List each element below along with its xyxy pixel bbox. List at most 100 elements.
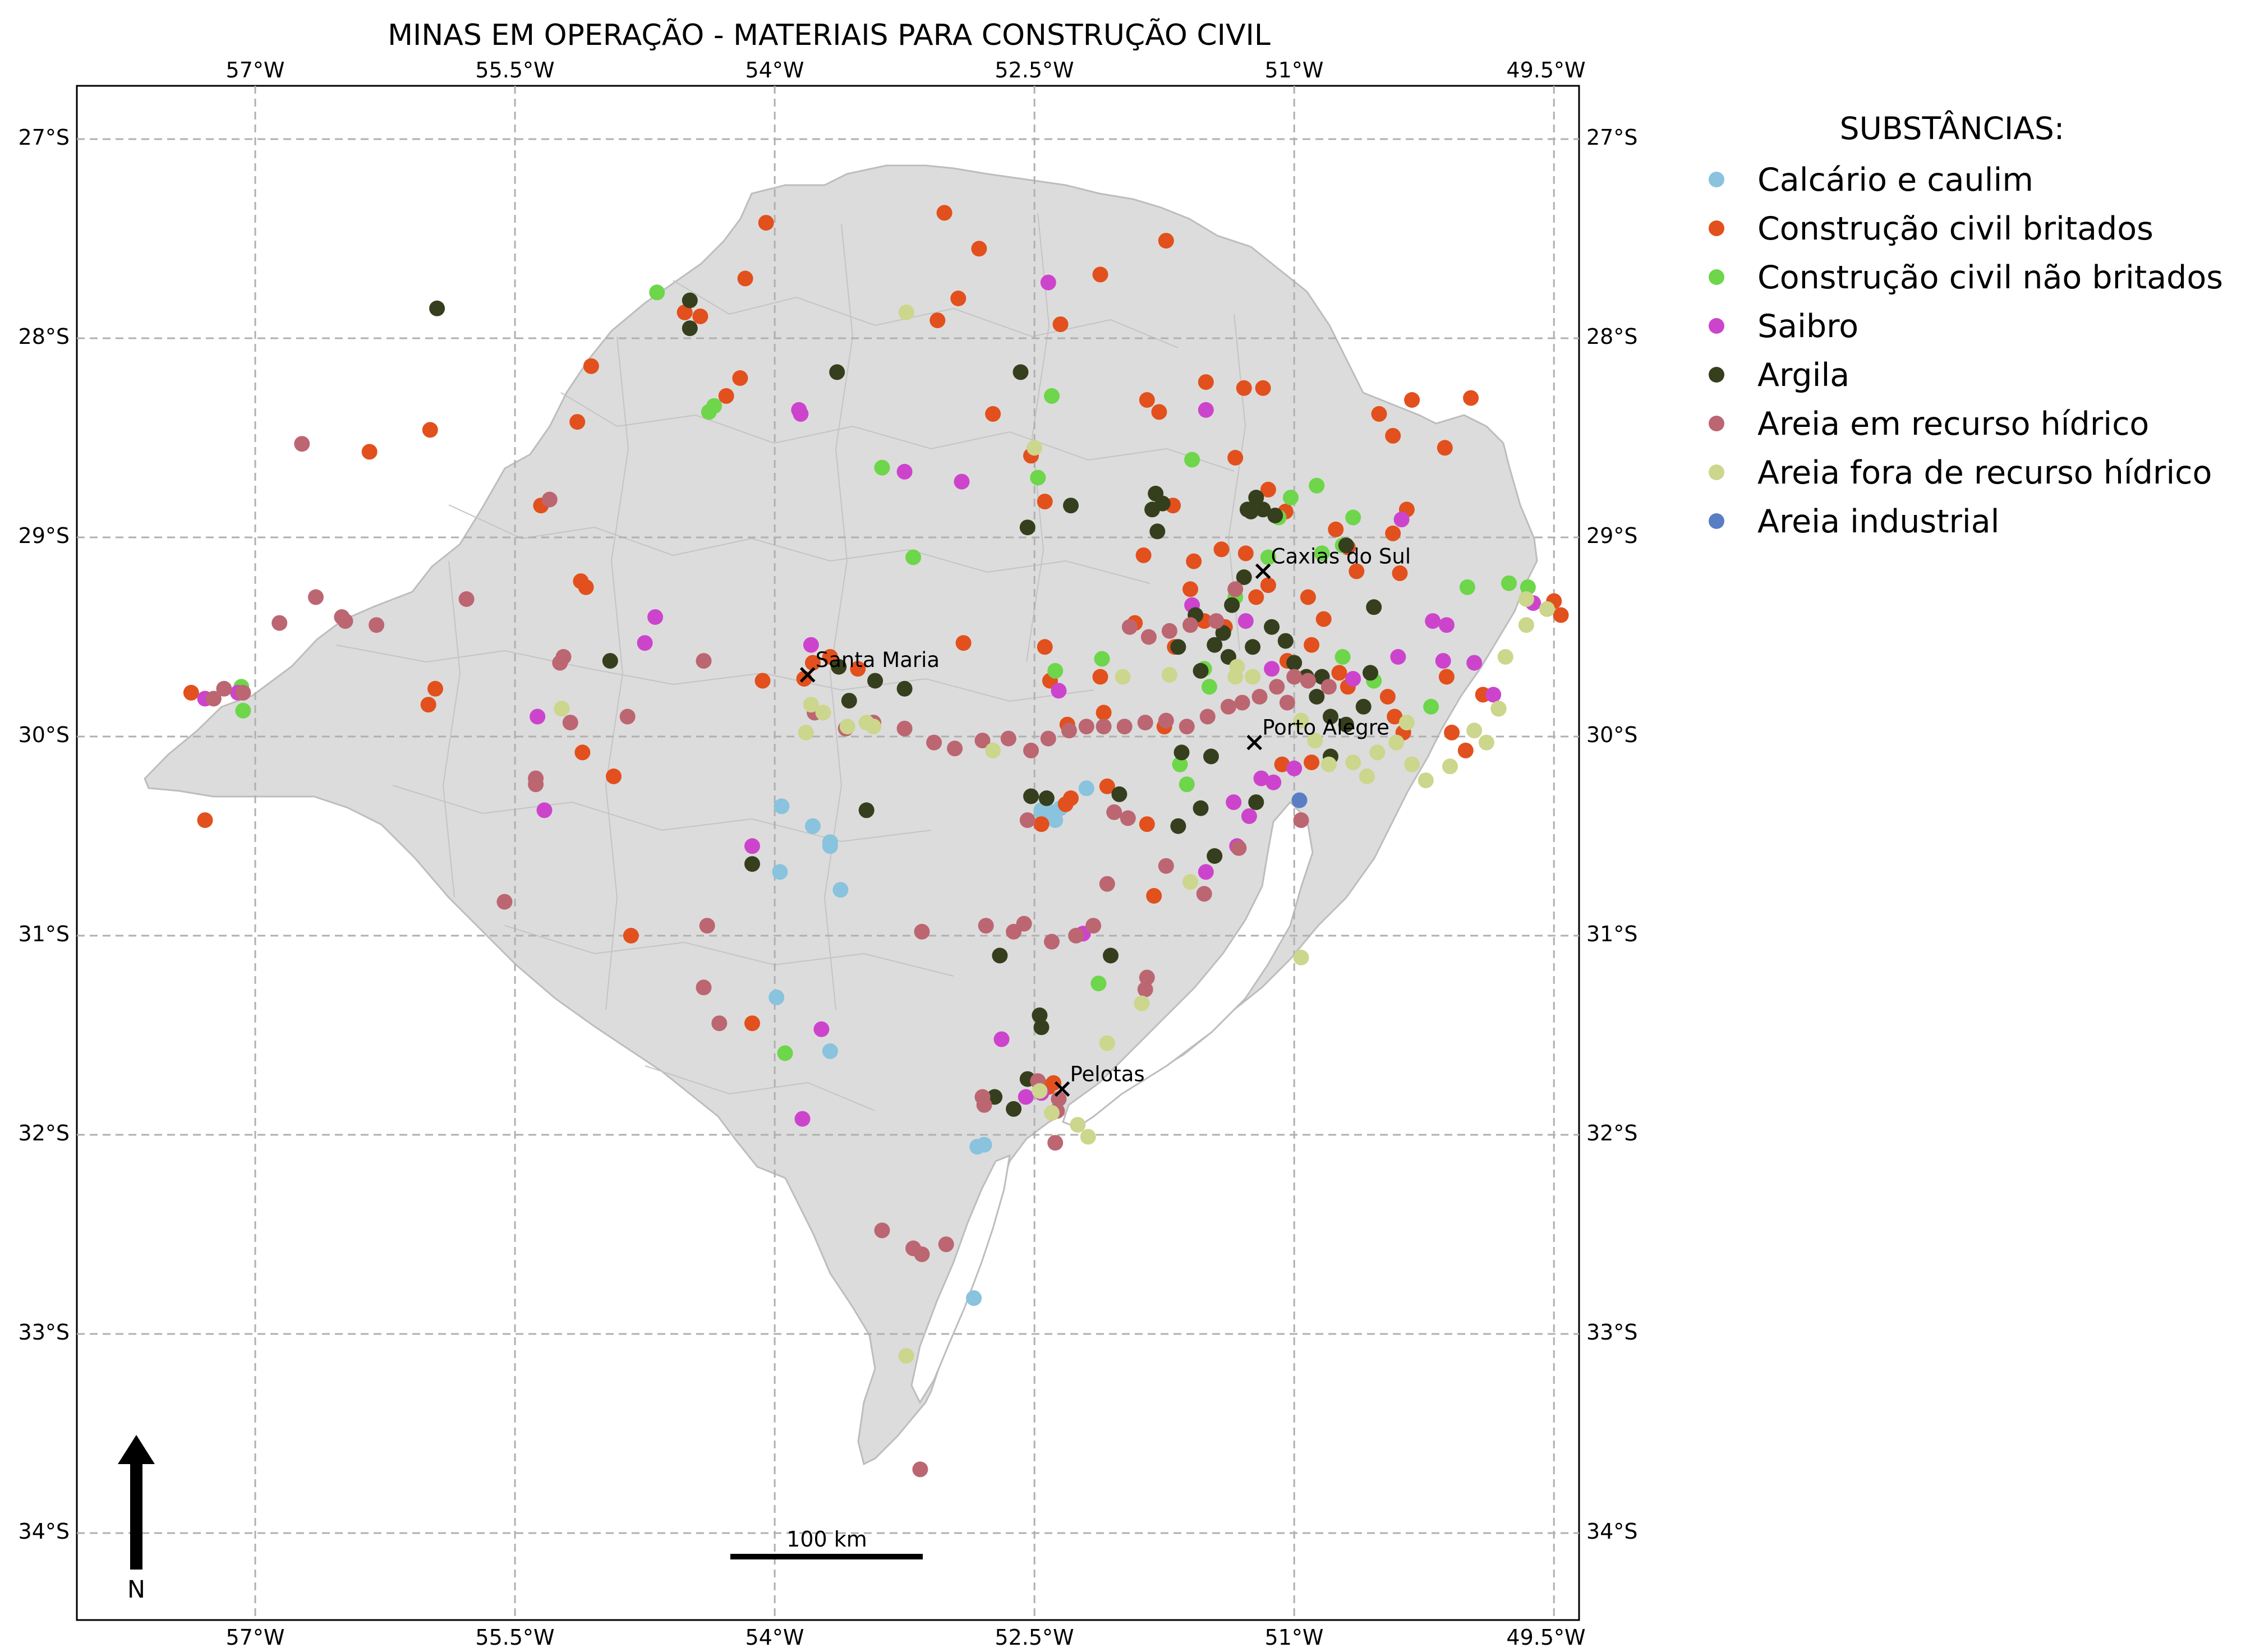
mine-point xyxy=(1198,374,1214,390)
city-label: Pelotas xyxy=(1070,1062,1145,1086)
mine-point xyxy=(528,770,544,786)
mine-point xyxy=(1293,950,1309,965)
city-x-icon xyxy=(799,667,816,683)
legend-label: Construção civil britados xyxy=(1757,210,2153,247)
mine-point xyxy=(1334,649,1351,665)
mine-point xyxy=(772,864,788,880)
mine-point xyxy=(1120,810,1136,826)
mine-point xyxy=(1404,756,1420,772)
legend-items: Calcário e caulim Construção civil britad… xyxy=(1709,162,2223,540)
mine-point xyxy=(1135,547,1152,563)
mine-point xyxy=(1355,698,1372,715)
legend-item: Areia fora de recurso hídrico xyxy=(1709,454,2212,491)
mine-point xyxy=(858,802,875,818)
mine-point xyxy=(429,300,445,316)
lon-tick-label: 55.5°W xyxy=(475,58,554,82)
legend-item: Construção civil britados xyxy=(1709,210,2153,247)
legend-marker xyxy=(1709,416,1724,431)
mine-point xyxy=(573,573,589,590)
mine-point xyxy=(205,691,222,707)
mine-point xyxy=(1037,494,1053,510)
mine-point xyxy=(1393,512,1410,528)
mine-point xyxy=(1390,649,1406,665)
city-label: Porto Alegre xyxy=(1262,716,1389,740)
mine-point xyxy=(1000,730,1016,747)
mine-point xyxy=(1038,790,1055,806)
mine-point xyxy=(1349,563,1365,579)
mine-point xyxy=(682,320,698,337)
mine-point xyxy=(1314,545,1330,562)
mine-point xyxy=(1459,579,1475,595)
mine-point xyxy=(706,398,722,414)
mine-point xyxy=(1418,772,1434,789)
north-arrow-icon xyxy=(118,1435,155,1464)
mine-point xyxy=(1092,266,1108,283)
mine-point xyxy=(1237,613,1254,629)
mine-point xyxy=(1061,723,1077,739)
mine-point xyxy=(337,613,353,629)
mine-point xyxy=(1293,712,1309,729)
mine-point xyxy=(1369,744,1386,761)
mine-point xyxy=(1134,995,1150,1011)
mine-point xyxy=(1255,380,1271,396)
mine-point xyxy=(1092,669,1108,685)
mine-point xyxy=(1309,689,1325,705)
legend-marker xyxy=(1709,318,1724,334)
lon-tick-label: 54°W xyxy=(745,58,804,82)
legend-label: Argila xyxy=(1757,357,1849,394)
mine-point xyxy=(1466,655,1483,671)
mine-point xyxy=(1137,715,1153,731)
legend-item: Areia industrial xyxy=(1709,503,1999,540)
mine-point xyxy=(1013,364,1029,380)
mine-point xyxy=(1019,519,1036,536)
longitude-labels-top: 57°W 55.5°W 54°W 52.5°W 51°W 49.5°W xyxy=(226,58,1586,82)
mine-point xyxy=(1182,581,1198,597)
mine-point xyxy=(583,358,599,374)
mine-point xyxy=(1265,774,1282,790)
mine-point xyxy=(361,444,378,460)
mine-point xyxy=(1300,589,1316,605)
mine-point xyxy=(1236,380,1252,396)
legend-item: Argila xyxy=(1709,357,1849,394)
mine-point xyxy=(839,719,855,735)
legend-item: Construção civil não britados xyxy=(1709,259,2223,296)
mine-point xyxy=(1224,597,1240,613)
mine-point xyxy=(794,1111,811,1127)
mine-point xyxy=(1251,689,1268,705)
mine-point xyxy=(1186,553,1202,569)
lon-tick-label: 57°W xyxy=(226,58,285,82)
mine-point xyxy=(1161,623,1177,639)
mine-point xyxy=(791,402,807,418)
mine-point xyxy=(1207,637,1223,653)
lon-tick-label: 51°W xyxy=(1265,1625,1324,1650)
mine-point xyxy=(1161,667,1177,683)
mine-point xyxy=(1315,611,1332,627)
series-areia-em-recurso-h-drico xyxy=(205,436,1337,1478)
mine-point xyxy=(1423,698,1439,715)
legend-label: Areia fora de recurso hídrico xyxy=(1757,454,2212,491)
mine-point xyxy=(1366,599,1382,615)
mine-point xyxy=(637,635,653,651)
mine-point xyxy=(798,724,814,740)
city-markers: Caxias do Sul Santa Maria Porto Alegre Pelo… xyxy=(799,544,1411,1097)
longitude-labels-bottom: 57°W 55.5°W 54°W 52.5°W 51°W 49.5°W xyxy=(226,1625,1586,1650)
mine-point xyxy=(896,463,913,480)
mine-point xyxy=(1227,581,1244,597)
mine-point xyxy=(1078,780,1094,797)
legend-marker xyxy=(1709,220,1724,236)
mine-point xyxy=(1226,794,1242,811)
mine-point xyxy=(1237,545,1254,562)
mine-point xyxy=(1027,440,1043,456)
latitude-labels-left: 27°S 28°S 29°S 30°S 31°S 32°S 33°S 34°S xyxy=(19,125,70,1544)
legend-item: Areia em recurso hídrico xyxy=(1709,406,2149,443)
mine-point xyxy=(682,292,698,309)
mine-point xyxy=(1208,613,1225,629)
mine-point xyxy=(1047,662,1064,679)
mine-point xyxy=(271,615,288,631)
mine-point xyxy=(737,270,753,287)
legend-marker xyxy=(1709,172,1724,187)
mine-point xyxy=(805,818,821,834)
mine-point xyxy=(1539,601,1555,617)
lon-tick-label: 52.5°W xyxy=(995,1625,1074,1650)
mine-point xyxy=(1286,655,1303,671)
